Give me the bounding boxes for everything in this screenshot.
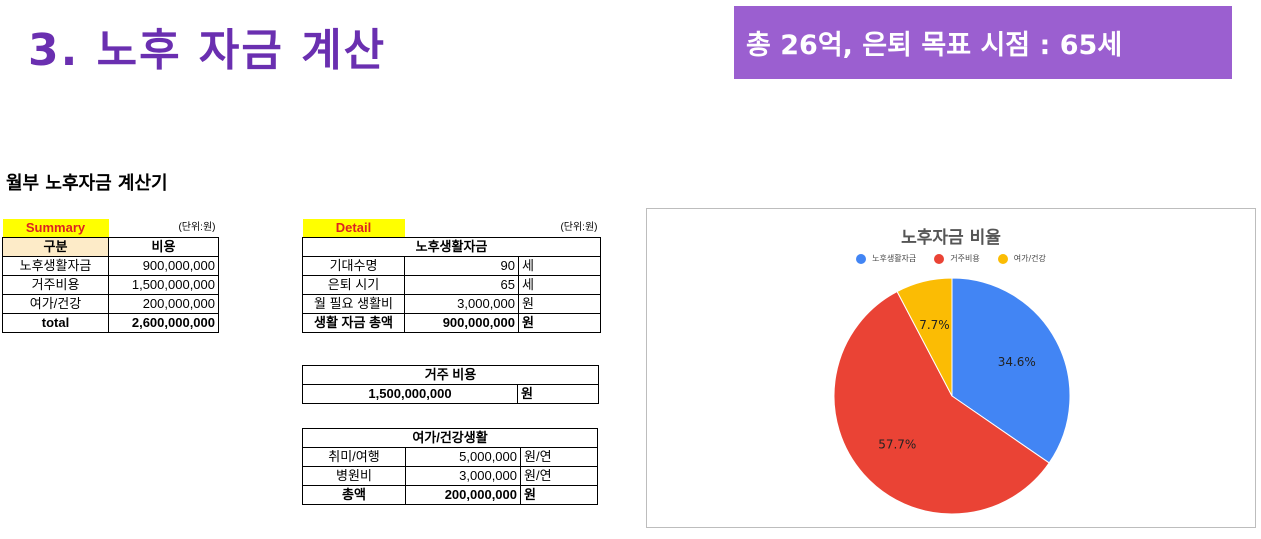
leisure-unit: 원/연 [520,447,598,467]
pie-slice-3 [896,277,953,397]
table-row: 은퇴 시기 65 세 [302,275,601,295]
pie-slice-1 [951,277,1071,464]
living-label: 월 필요 생활비 [302,294,405,314]
table-row: 월 필요 생활비 3,000,000 원 [302,294,601,314]
chart-legend: 노후생활자금 거주비용 여가/건강 [647,253,1255,264]
living-value: 65 [404,275,519,295]
living-total-label: 생활 자금 총액 [302,313,405,333]
legend-item: 노후생활자금 [856,253,916,264]
pie-data-label: 34.6% [998,355,1036,369]
leisure-value: 5,000,000 [405,447,521,467]
legend-swatch [934,253,945,264]
leisure-total-row: 총액 200,000,000 원 [302,485,598,505]
summary-row-label: 여가/건강 [2,294,109,314]
living-value: 90 [404,256,519,276]
summary-total-value: 2,600,000,000 [108,313,219,333]
calculator-title: 월부 노후자금 계산기 [6,173,168,194]
leisure-label: 병원비 [302,466,406,486]
summary-row-value: 200,000,000 [108,294,219,314]
summary-col-header: 비용 [108,237,219,257]
living-total-value: 900,000,000 [404,313,519,333]
summary-total-label: total [2,313,109,333]
living-label: 기대수명 [302,256,405,276]
housing-title: 거주 비용 [302,365,599,385]
legend-item: 여가/건강 [997,253,1046,264]
detail-housing-table: 거주 비용 1,500,000,000 원 [302,365,599,404]
legend-item: 거주비용 [934,253,980,264]
table-row: 기대수명 90 세 [302,256,601,276]
living-unit: 세 [518,275,601,295]
table-row: 노후생활자금 900,000,000 [2,256,219,276]
summary-unit: (단위:원) [178,222,216,233]
table-row: 거주비용 1,500,000,000 [2,275,219,295]
detail-unit: (단위:원) [560,222,598,233]
leisure-total-label: 총액 [302,485,406,505]
leisure-unit: 원/연 [520,466,598,486]
living-total-unit: 원 [518,313,601,333]
summary-row-label: 거주비용 [2,275,109,295]
chart-title: 노후자금 비율 [901,228,1001,248]
leisure-title: 여가/건강생활 [302,428,598,448]
pie-chart: 노후자금 비율 노후생활자금 거주비용 여가/건강 34.6% 57.7% 7.7% [646,208,1256,528]
summary-row-value: 1,500,000,000 [108,275,219,295]
summary-row-value: 900,000,000 [108,256,219,276]
detail-tag: Detail [302,219,405,238]
page-title: 3. 노후 자금 계산 [28,25,387,76]
legend-swatch [856,253,867,264]
pie-slice-2 [833,290,1050,515]
legend-label: 거주비용 [950,254,980,263]
table-row: 여가/건강 200,000,000 [2,294,219,314]
housing-unit: 원 [517,384,599,404]
detail-living-table: Detail (단위:원) 노후생활자금 기대수명 90 세 은퇴 시기 65 … [302,219,601,333]
pie-data-label: 7.7% [919,318,950,332]
leisure-label: 취미/여행 [302,447,406,467]
table-row: 취미/여행 5,000,000 원/연 [302,447,598,467]
summary-row-label: 노후생활자금 [2,256,109,276]
pie-svg: 34.6% 57.7% 7.7% [833,277,1071,515]
housing-value: 1,500,000,000 [302,384,518,404]
leisure-value: 3,000,000 [405,466,521,486]
summary-col-header: 구분 [2,237,109,257]
legend-label: 노후생활자금 [872,254,917,263]
living-unit: 세 [518,256,601,276]
goal-badge: 총 26억, 은퇴 목표 시점 : 65세 [734,6,1232,79]
living-unit: 원 [518,294,601,314]
pie-data-label: 57.7% [878,438,916,452]
living-total-row: 생활 자금 총액 900,000,000 원 [302,313,601,333]
living-value: 3,000,000 [404,294,519,314]
legend-label: 여가/건강 [1013,254,1046,263]
summary-table: Summary (단위:원) 구분 비용 노후생활자금 900,000,000 … [2,219,219,333]
leisure-total-unit: 원 [520,485,598,505]
summary-tag: Summary [2,219,109,238]
leisure-total-value: 200,000,000 [405,485,521,505]
summary-total-row: total 2,600,000,000 [2,313,219,333]
living-label: 은퇴 시기 [302,275,405,295]
living-title: 노후생활자금 [302,237,601,257]
detail-leisure-table: 여가/건강생활 취미/여행 5,000,000 원/연 병원비 3,000,00… [302,428,598,505]
legend-swatch [997,253,1008,264]
table-row: 병원비 3,000,000 원/연 [302,466,598,486]
